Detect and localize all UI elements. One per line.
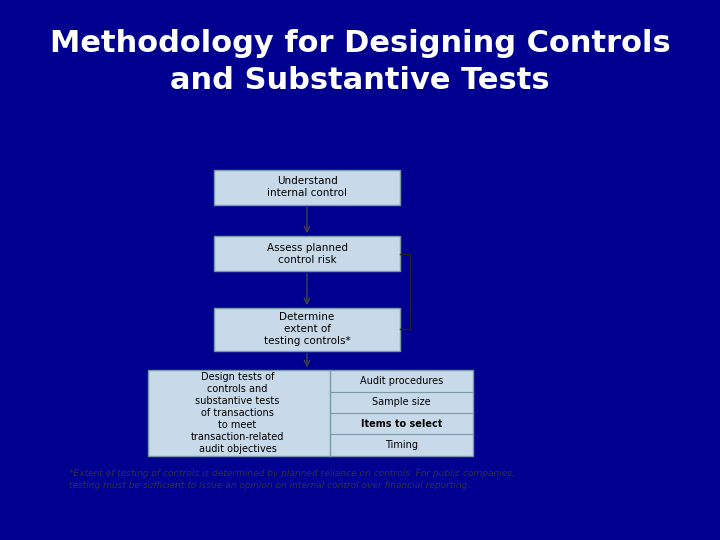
FancyBboxPatch shape (215, 236, 400, 271)
Bar (148, 370, 472, 456)
Text: Assess planned
control risk: Assess planned control risk (266, 242, 348, 265)
Text: Methodology for Designing Controls
and Substantive Tests: Methodology for Designing Controls and S… (50, 29, 670, 95)
Text: Understand
internal control: Understand internal control (267, 177, 347, 199)
FancyBboxPatch shape (215, 308, 400, 351)
Text: Audit procedures: Audit procedures (360, 376, 443, 386)
Text: Timing: Timing (385, 440, 418, 450)
Text: Sample size: Sample size (372, 397, 431, 407)
Text: Determine
extent of
testing controls*: Determine extent of testing controls* (264, 313, 351, 346)
Text: Design tests of
controls and
substantive tests
of transactions
to meet
transacti: Design tests of controls and substantive… (191, 372, 284, 454)
Text: Items to select: Items to select (361, 418, 442, 429)
FancyBboxPatch shape (215, 170, 400, 205)
Text: *Extent of testing of controls is determined by planned reliance on controls. Fo: *Extent of testing of controls is determ… (68, 469, 514, 490)
